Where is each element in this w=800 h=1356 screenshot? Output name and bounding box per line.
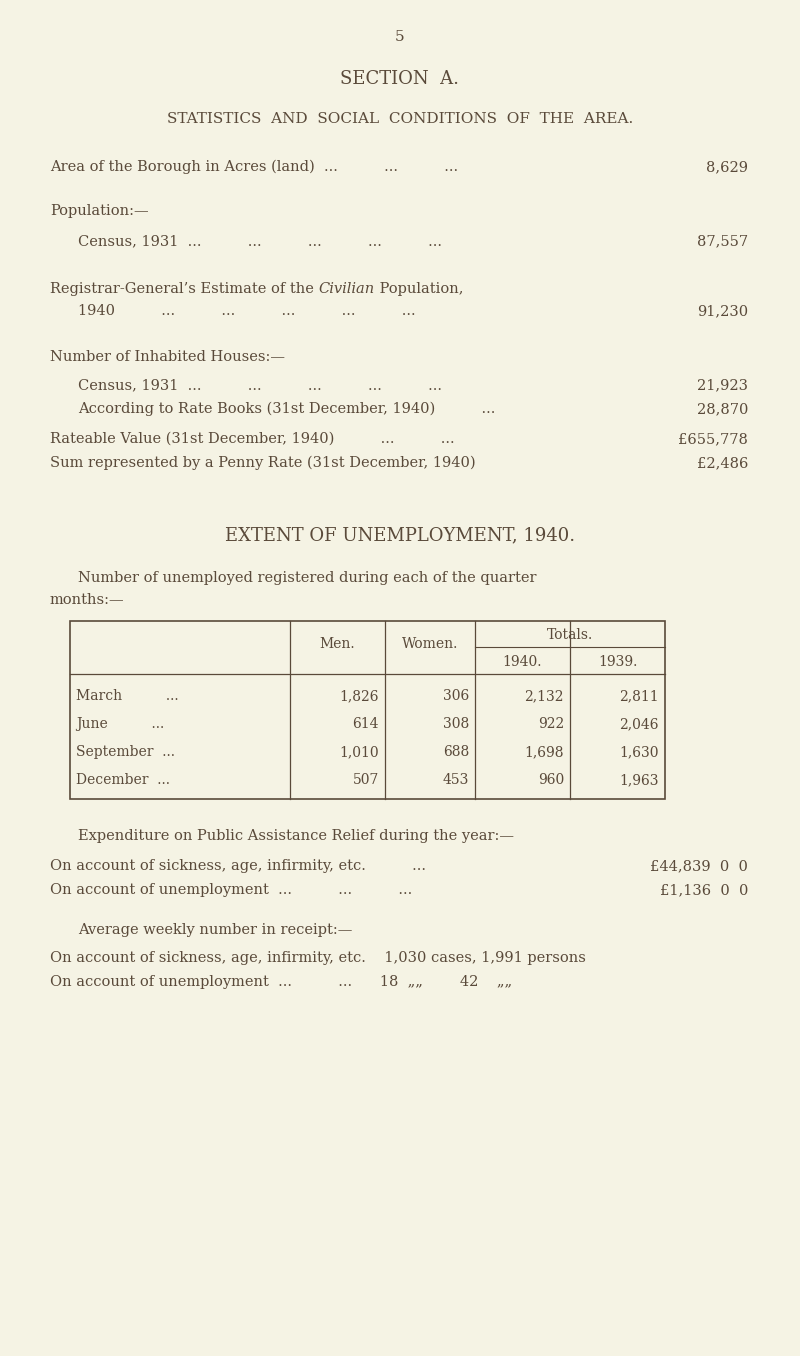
Text: Number of unemployed registered during each of the quarter: Number of unemployed registered during e… [78, 571, 537, 584]
Text: 1940          ...          ...          ...          ...          ...: 1940 ... ... ... ... ... [78, 304, 416, 319]
Text: 507: 507 [353, 773, 379, 786]
Text: March          ...: March ... [76, 689, 178, 702]
Text: Men.: Men. [320, 637, 355, 651]
Text: 21,923: 21,923 [697, 378, 748, 392]
Text: £1,136  0  0: £1,136 0 0 [660, 883, 748, 898]
Text: September  ...: September ... [76, 744, 175, 759]
Text: 1,826: 1,826 [339, 689, 379, 702]
Text: According to Rate Books (31st December, 1940)          ...: According to Rate Books (31st December, … [78, 401, 495, 416]
Text: 8,629: 8,629 [706, 160, 748, 174]
Text: Area of the Borough in Acres (land)  ...          ...          ...: Area of the Borough in Acres (land) ... … [50, 160, 458, 175]
Text: Population,: Population, [374, 282, 463, 296]
Text: 1940.: 1940. [502, 655, 542, 669]
Text: £2,486: £2,486 [697, 456, 748, 471]
Text: 2,046: 2,046 [619, 717, 659, 731]
Text: 2,811: 2,811 [619, 689, 659, 702]
Text: Average weekly number in receipt:—: Average weekly number in receipt:— [78, 923, 352, 937]
Text: June          ...: June ... [76, 717, 164, 731]
Text: Women.: Women. [402, 637, 458, 651]
Text: Sum represented by a Penny Rate (31st December, 1940): Sum represented by a Penny Rate (31st De… [50, 456, 476, 471]
Text: 960: 960 [538, 773, 564, 786]
Text: Civilian: Civilian [318, 282, 374, 296]
Text: Number of Inhabited Houses:—: Number of Inhabited Houses:— [50, 350, 285, 363]
Text: Population:—: Population:— [50, 203, 149, 218]
Text: SECTION  A.: SECTION A. [341, 71, 459, 88]
Text: 28,870: 28,870 [697, 401, 748, 416]
Text: months:—: months:— [50, 593, 125, 607]
Text: Registrar-General’s Estimate of the: Registrar-General’s Estimate of the [50, 282, 318, 296]
Text: 922: 922 [538, 717, 564, 731]
Bar [70, 621, 665, 799]
Text: 87,557: 87,557 [697, 235, 748, 248]
Text: Rateable Value (31st December, 1940)          ...          ...: Rateable Value (31st December, 1940) ...… [50, 433, 454, 446]
Text: 1,630: 1,630 [619, 744, 659, 759]
Text: 5: 5 [395, 30, 405, 43]
Text: Expenditure on Public Assistance Relief during the year:—: Expenditure on Public Assistance Relief … [78, 829, 514, 843]
Text: 308: 308 [442, 717, 469, 731]
Text: December  ...: December ... [76, 773, 170, 786]
Text: Census, 1931  ...          ...          ...          ...          ...: Census, 1931 ... ... ... ... ... [78, 235, 442, 248]
Text: 453: 453 [442, 773, 469, 786]
Text: 2,132: 2,132 [525, 689, 564, 702]
Text: 614: 614 [353, 717, 379, 731]
Text: EXTENT OF UNEMPLOYMENT, 1940.: EXTENT OF UNEMPLOYMENT, 1940. [225, 526, 575, 544]
Text: 1939.: 1939. [598, 655, 637, 669]
Text: 1,698: 1,698 [525, 744, 564, 759]
Text: 91,230: 91,230 [697, 304, 748, 319]
Text: STATISTICS  AND  SOCIAL  CONDITIONS  OF  THE  AREA.: STATISTICS AND SOCIAL CONDITIONS OF THE … [167, 113, 633, 126]
Text: On account of sickness, age, infirmity, etc.    1,030 cases, 1,991 persons: On account of sickness, age, infirmity, … [50, 951, 586, 965]
Text: 306: 306 [442, 689, 469, 702]
Text: 688: 688 [442, 744, 469, 759]
Text: £655,778: £655,778 [678, 433, 748, 446]
Text: Census, 1931  ...          ...          ...          ...          ...: Census, 1931 ... ... ... ... ... [78, 378, 442, 392]
Text: 1,963: 1,963 [619, 773, 659, 786]
Text: 1,010: 1,010 [339, 744, 379, 759]
Text: Totals.: Totals. [547, 628, 593, 641]
Text: £44,839  0  0: £44,839 0 0 [650, 858, 748, 873]
Text: On account of sickness, age, infirmity, etc.          ...: On account of sickness, age, infirmity, … [50, 858, 426, 873]
Text: On account of unemployment  ...          ...      18  „„        42    „„: On account of unemployment ... ... 18 „„… [50, 975, 512, 989]
Text: On account of unemployment  ...          ...          ...: On account of unemployment ... ... ... [50, 883, 412, 898]
